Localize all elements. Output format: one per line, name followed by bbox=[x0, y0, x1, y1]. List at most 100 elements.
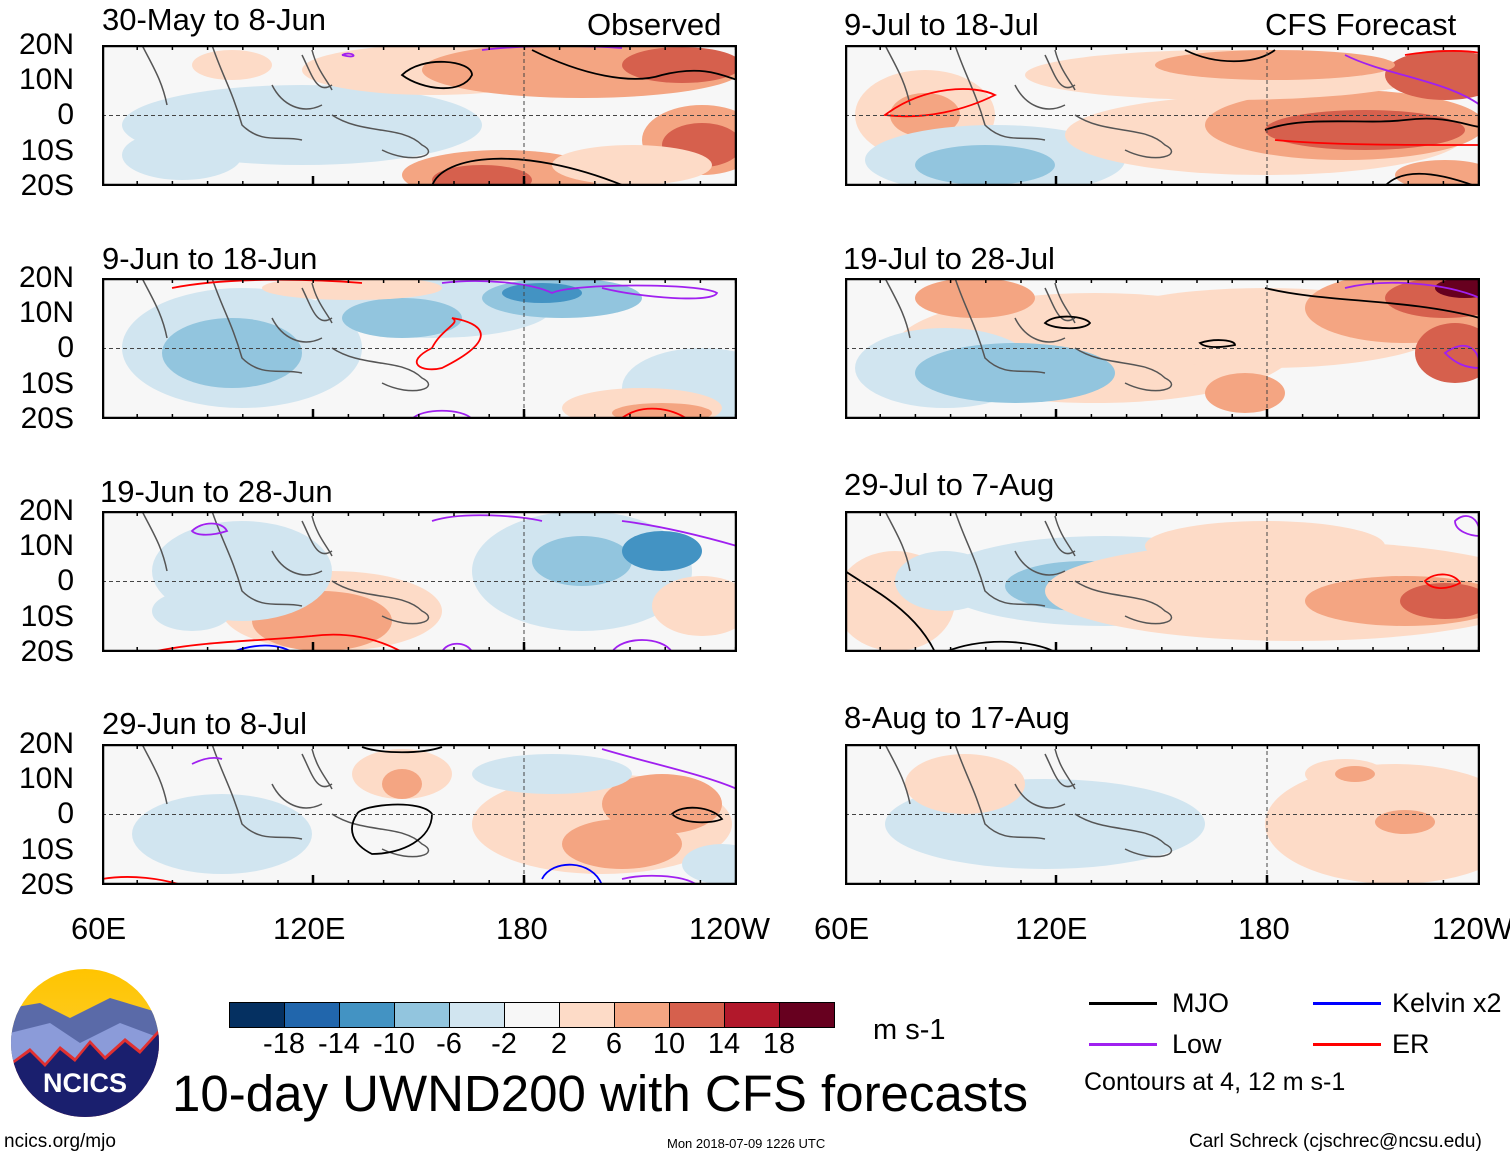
contour-note: Contours at 4, 12 m s-1 bbox=[1084, 1068, 1346, 1096]
anomaly-region bbox=[552, 145, 712, 185]
coastline bbox=[141, 278, 430, 392]
contour-line bbox=[611, 639, 673, 652]
anomaly-region bbox=[502, 283, 582, 303]
panel-label-observed: Observed bbox=[587, 7, 722, 42]
panel-title-2: 9-Jun to 18-Jun bbox=[102, 241, 318, 276]
contour-line bbox=[361, 746, 443, 754]
legend-label-kelvin: Kelvin x2 bbox=[1392, 988, 1502, 1018]
anomaly-region bbox=[1155, 50, 1395, 80]
colorbar-swatch bbox=[560, 1003, 615, 1027]
lon-label-180-left: 180 bbox=[496, 911, 548, 946]
anomaly-region bbox=[1375, 810, 1435, 834]
anomaly-region bbox=[622, 47, 737, 83]
coastline bbox=[141, 45, 430, 159]
colorbar-swatch bbox=[395, 1003, 450, 1027]
contour-line bbox=[1344, 54, 1480, 106]
lon-label-60e-right: 60E bbox=[814, 911, 870, 946]
contour-line bbox=[431, 514, 543, 522]
map-panel-8 bbox=[845, 744, 1480, 885]
anomaly-region bbox=[905, 754, 1025, 814]
contour-line bbox=[601, 748, 737, 790]
anomaly-region bbox=[132, 794, 312, 874]
anomaly-region bbox=[1385, 50, 1480, 100]
lat-label: 20N bbox=[18, 261, 74, 294]
contour-line bbox=[621, 407, 688, 419]
legend-label-mjo: MJO bbox=[1172, 988, 1229, 1018]
lat-label: 0 bbox=[57, 331, 74, 365]
contour-line bbox=[1184, 49, 1276, 63]
colorbar bbox=[229, 1002, 835, 1028]
contour-line bbox=[944, 640, 1056, 652]
legend-line-kelvin bbox=[1313, 1002, 1381, 1005]
anomaly-region bbox=[915, 278, 1035, 318]
anomaly-region bbox=[532, 536, 632, 586]
colorbar-label: -6 bbox=[436, 1028, 462, 1060]
legend-line-mjo bbox=[1089, 1002, 1157, 1005]
contour-line bbox=[341, 52, 355, 58]
contour-line bbox=[1454, 515, 1480, 537]
lat-label: 10N bbox=[18, 296, 74, 330]
map-panel-2 bbox=[102, 278, 737, 419]
panel-title-3: 19-Jun to 28-Jun bbox=[100, 474, 333, 509]
lat-label: 10S bbox=[20, 366, 74, 400]
lat-label: 20S bbox=[20, 168, 74, 202]
logo-text: NCICS bbox=[43, 1068, 127, 1098]
anomaly-region bbox=[1265, 764, 1480, 884]
colorbar-label: 10 bbox=[652, 1028, 686, 1060]
anomaly-region bbox=[1335, 766, 1375, 782]
colorbar-label: -2 bbox=[491, 1028, 517, 1060]
contour-line bbox=[1423, 573, 1462, 589]
contour-line bbox=[415, 317, 482, 371]
anomaly-region bbox=[1265, 110, 1465, 150]
lat-label: 0 bbox=[57, 564, 74, 598]
contour-line bbox=[845, 570, 936, 652]
colorbar-label: 6 bbox=[605, 1028, 623, 1060]
lat-label: 10N bbox=[18, 529, 74, 563]
anomaly-region bbox=[122, 130, 242, 180]
panel-title-5: 9-Jul to 18-Jul bbox=[844, 7, 1039, 42]
map-panel-6 bbox=[845, 278, 1480, 419]
ncics-logo: NCICS bbox=[11, 969, 159, 1117]
footer-url[interactable]: ncics.org/mjo bbox=[4, 1131, 116, 1152]
lat-label: 10N bbox=[18, 63, 74, 97]
coastline bbox=[884, 511, 1173, 625]
panel-title-4: 29-Jun to 8-Jul bbox=[102, 706, 308, 741]
colorbar-swatch bbox=[285, 1003, 340, 1027]
anomaly-region bbox=[652, 576, 737, 636]
lat-label: 20S bbox=[20, 401, 74, 435]
lat-label: 10S bbox=[20, 832, 74, 866]
lat-label: 0 bbox=[57, 98, 74, 132]
lat-label: 20N bbox=[18, 727, 74, 760]
contour-line bbox=[531, 49, 737, 81]
lat-label: 10S bbox=[20, 133, 74, 167]
anomaly-region bbox=[602, 774, 722, 834]
anomaly-region bbox=[1415, 323, 1480, 383]
coastline bbox=[884, 278, 1173, 392]
anomaly-region bbox=[1395, 160, 1480, 186]
map-panel-4 bbox=[102, 744, 737, 885]
colorbar-label: 2 bbox=[550, 1028, 568, 1060]
anomaly-region bbox=[1205, 373, 1285, 413]
contour-line bbox=[1404, 50, 1480, 56]
lat-label: 20S bbox=[20, 634, 74, 668]
contour-line bbox=[621, 874, 698, 885]
contour-line bbox=[1264, 117, 1480, 131]
map-panel-7 bbox=[845, 511, 1480, 652]
lat-label: 20S bbox=[20, 867, 74, 901]
legend-line-low bbox=[1089, 1043, 1157, 1046]
anomaly-region bbox=[1145, 521, 1385, 571]
contour-line bbox=[441, 280, 719, 300]
anomaly-region bbox=[1400, 583, 1480, 619]
contour-line bbox=[670, 806, 724, 824]
anomaly-region bbox=[262, 278, 442, 300]
contour-line bbox=[1198, 339, 1236, 348]
contour-line bbox=[1443, 344, 1480, 369]
colorbar-swatch bbox=[505, 1003, 560, 1027]
anomaly-region bbox=[342, 298, 462, 338]
lat-label: 10S bbox=[20, 599, 74, 633]
colorbar-swatch bbox=[780, 1003, 834, 1027]
anomaly-region bbox=[382, 769, 422, 799]
anomaly-region bbox=[622, 531, 702, 571]
colorbar-swatch bbox=[450, 1003, 505, 1027]
map-panel-5 bbox=[845, 45, 1480, 186]
